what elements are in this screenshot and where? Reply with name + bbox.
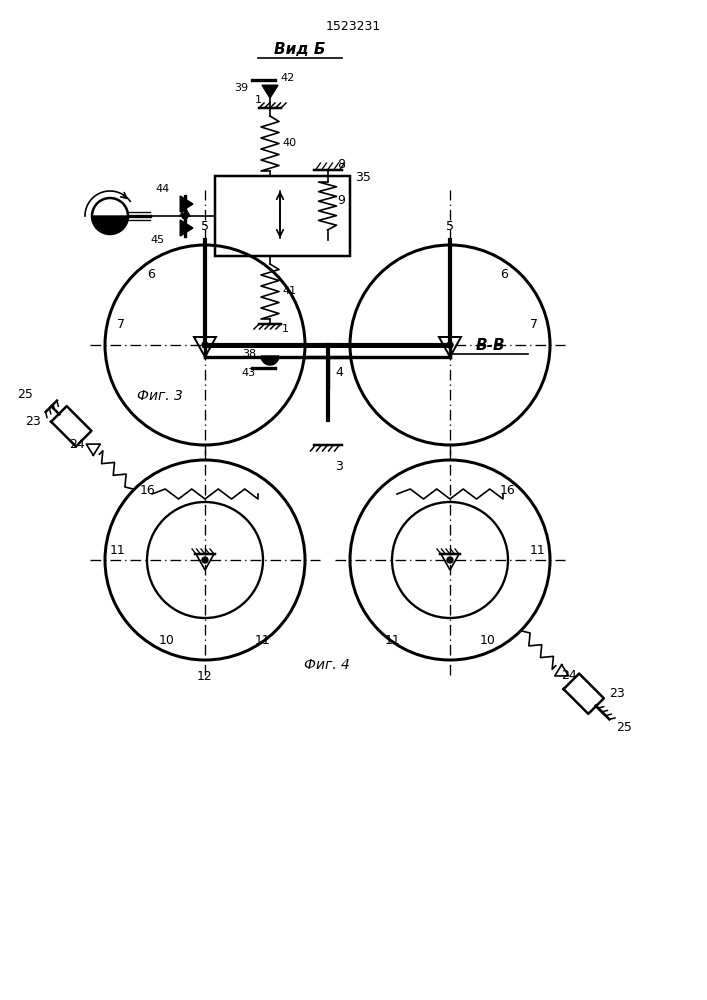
Text: 11: 11 [255, 634, 271, 647]
Text: 44: 44 [156, 184, 170, 194]
Text: 4: 4 [336, 365, 344, 378]
Text: 43: 43 [242, 368, 256, 378]
Text: 8: 8 [337, 158, 346, 172]
Text: 10: 10 [159, 634, 175, 647]
Text: 35: 35 [355, 171, 371, 184]
Text: 1: 1 [282, 324, 289, 334]
Text: 40: 40 [282, 138, 296, 148]
Text: 10: 10 [480, 634, 496, 647]
Text: 45: 45 [151, 235, 165, 245]
Text: 24: 24 [561, 669, 576, 682]
Text: 23: 23 [25, 415, 41, 428]
Polygon shape [92, 216, 128, 234]
Bar [215, 176, 350, 256]
Text: 6: 6 [147, 268, 155, 282]
Polygon shape [180, 196, 193, 212]
Text: 24: 24 [69, 438, 86, 451]
Text: 5: 5 [201, 220, 209, 233]
Text: 3: 3 [336, 460, 344, 474]
Text: 42: 42 [280, 73, 294, 83]
Text: Фиг. 3: Фиг. 3 [137, 389, 183, 403]
Text: 6: 6 [500, 268, 508, 282]
Text: 38: 38 [242, 349, 256, 359]
Text: 16: 16 [139, 484, 155, 496]
Circle shape [182, 213, 188, 219]
Text: 11: 11 [110, 544, 125, 556]
Text: 1523231: 1523231 [325, 19, 380, 32]
Text: 7: 7 [117, 318, 125, 332]
Text: В-В: В-В [475, 338, 505, 354]
Text: 12: 12 [197, 670, 213, 683]
Text: 16: 16 [500, 484, 515, 496]
Text: 9: 9 [337, 194, 346, 207]
Circle shape [447, 342, 453, 348]
Text: 25: 25 [18, 388, 33, 401]
Circle shape [447, 557, 453, 563]
Polygon shape [261, 356, 279, 365]
Text: 7: 7 [530, 318, 538, 332]
Circle shape [202, 342, 208, 348]
Text: Фиг. 4: Фиг. 4 [304, 658, 350, 672]
Text: 23: 23 [609, 687, 624, 700]
Polygon shape [180, 220, 193, 236]
Text: Вид Б: Вид Б [274, 42, 326, 57]
Text: 41: 41 [282, 286, 296, 296]
Circle shape [202, 557, 208, 563]
Text: 11: 11 [530, 544, 546, 556]
Text: 1: 1 [255, 95, 262, 105]
Text: 25: 25 [616, 721, 631, 734]
Text: 39: 39 [234, 83, 248, 93]
Polygon shape [262, 85, 278, 98]
Text: 11: 11 [384, 634, 400, 647]
Text: 5: 5 [446, 220, 454, 233]
